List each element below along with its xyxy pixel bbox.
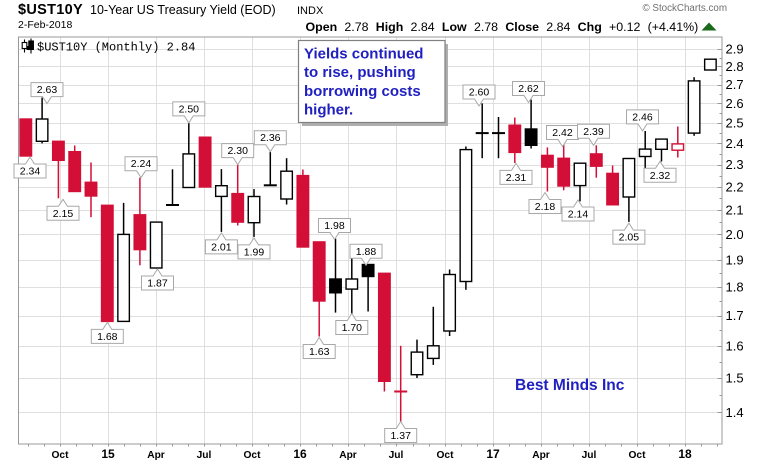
svg-text:1.99: 1.99 [244, 246, 265, 258]
svg-text:2.8: 2.8 [726, 59, 744, 74]
svg-text:1.68: 1.68 [97, 331, 118, 343]
svg-text:1.88: 1.88 [356, 246, 377, 258]
svg-text:2.24: 2.24 [131, 158, 152, 170]
svg-text:2.34: 2.34 [20, 166, 41, 178]
svg-text:2.18: 2.18 [535, 201, 556, 213]
svg-text:2.30: 2.30 [227, 145, 248, 157]
svg-text:16: 16 [293, 447, 307, 461]
svg-text:2.2: 2.2 [726, 179, 744, 194]
svg-text:Apr: Apr [147, 450, 165, 461]
svg-text:2.14: 2.14 [568, 209, 589, 221]
svg-text:1.7: 1.7 [726, 308, 744, 323]
svg-text:1.5: 1.5 [726, 371, 744, 386]
svg-text:2.4: 2.4 [726, 136, 744, 151]
svg-text:Oct: Oct [244, 450, 262, 461]
svg-text:1.4: 1.4 [726, 405, 744, 420]
svg-text:1.6: 1.6 [726, 338, 744, 353]
svg-text:Jul: Jul [197, 450, 212, 461]
svg-text:15: 15 [101, 447, 115, 461]
svg-text:Jul: Jul [582, 450, 597, 461]
svg-text:Best Minds Inc: Best Minds Inc [515, 377, 625, 394]
svg-text:2.5: 2.5 [726, 116, 744, 131]
svg-text:2.62: 2.62 [518, 83, 539, 95]
svg-text:2.36: 2.36 [260, 132, 281, 144]
svg-text:2.7: 2.7 [726, 77, 744, 92]
svg-text:Apr: Apr [532, 450, 550, 461]
svg-text:2.3: 2.3 [726, 157, 744, 172]
svg-text:2-Feb-2018: 2-Feb-2018 [18, 19, 72, 31]
svg-text:2.0: 2.0 [726, 227, 744, 242]
svg-text:Apr: Apr [339, 450, 357, 461]
svg-text:2.42: 2.42 [552, 127, 573, 139]
svg-text:Open 2.78 High 2.84 Low 2.78 C: Open 2.78 High 2.84 Low 2.78 Close 2.84 … [306, 20, 699, 34]
svg-text:17: 17 [486, 447, 500, 461]
svg-text:$UST10Y (Monthly) 2.84: $UST10Y (Monthly) 2.84 [37, 41, 195, 55]
svg-text:1.98: 1.98 [324, 220, 345, 232]
svg-text:1.37: 1.37 [390, 430, 411, 442]
svg-text:18: 18 [678, 447, 692, 461]
svg-text:Oct: Oct [629, 450, 647, 461]
svg-text:2.32: 2.32 [650, 170, 671, 182]
svg-text:Jul: Jul [389, 450, 404, 461]
svg-text:© StockCharts.com: © StockCharts.com [642, 3, 727, 14]
svg-text:10-Year US Treasury Yield (EOD: 10-Year US Treasury Yield (EOD) [90, 3, 276, 17]
svg-text:Oct: Oct [52, 450, 70, 461]
svg-text:2.01: 2.01 [211, 241, 232, 253]
svg-text:1.63: 1.63 [309, 346, 330, 358]
svg-text:2.6: 2.6 [726, 96, 744, 111]
svg-text:INDX: INDX [297, 5, 324, 17]
svg-text:2.9: 2.9 [726, 41, 744, 56]
svg-text:1.8: 1.8 [726, 280, 744, 295]
svg-text:Oct: Oct [437, 450, 455, 461]
svg-text:2.63: 2.63 [37, 84, 58, 96]
svg-text:2.46: 2.46 [632, 111, 653, 123]
svg-text:2.31: 2.31 [506, 172, 527, 184]
svg-text:2.15: 2.15 [53, 208, 74, 220]
svg-text:$UST10Y: $UST10Y [18, 2, 83, 18]
svg-text:2.60: 2.60 [469, 87, 490, 99]
svg-text:1.87: 1.87 [147, 278, 168, 290]
svg-text:2.50: 2.50 [179, 103, 200, 115]
svg-text:2.05: 2.05 [619, 232, 640, 244]
svg-text:1.9: 1.9 [726, 253, 744, 268]
svg-text:1.70: 1.70 [342, 322, 363, 334]
svg-text:2.39: 2.39 [583, 126, 604, 138]
svg-text:2.1: 2.1 [726, 203, 744, 218]
